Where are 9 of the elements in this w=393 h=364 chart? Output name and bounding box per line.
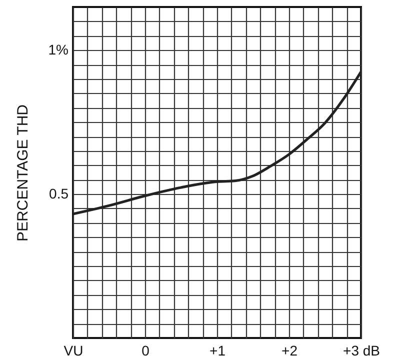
y-tick-label: 0.5 [49,186,69,202]
x-tick-label: VU [64,342,84,358]
x-tick-label: +2 [282,342,298,358]
line-series [73,70,361,216]
x-tick-label: +1 [210,342,226,358]
x-tick-label: 0 [142,342,150,358]
y-axis-title: PERCENTAGE THD [14,104,32,242]
y-tick-label: 1% [48,42,68,58]
x-tick-label: +3 dB [343,342,380,358]
